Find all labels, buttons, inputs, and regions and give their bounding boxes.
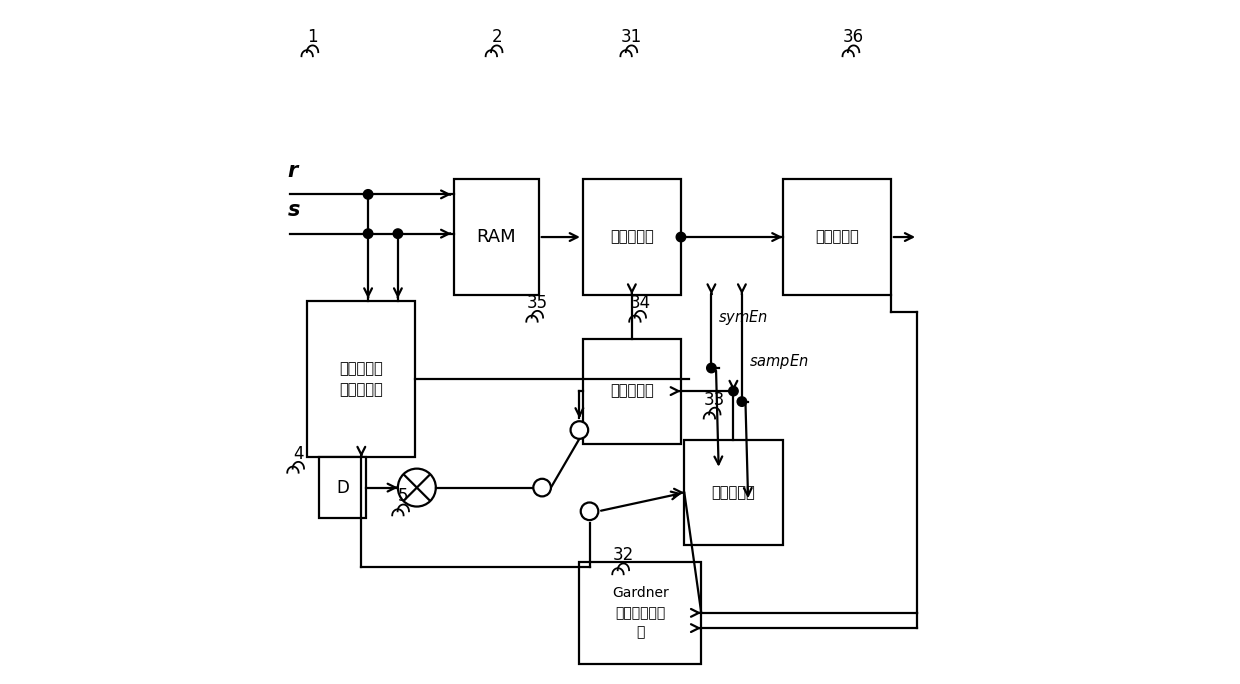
Bar	[782, 179, 890, 295]
Text: 1: 1	[308, 28, 317, 47]
Text: 2: 2	[491, 28, 502, 47]
Text: 5: 5	[398, 488, 408, 505]
Text: $\mathit{sampEn}$: $\mathit{sampEn}$	[749, 352, 808, 371]
Circle shape	[570, 421, 588, 439]
Bar	[583, 179, 681, 295]
Text: 内插滤波器: 内插滤波器	[610, 230, 653, 245]
Text: 4: 4	[293, 445, 304, 463]
Text: 36: 36	[843, 28, 864, 47]
Text: D: D	[336, 479, 348, 497]
Bar	[308, 302, 415, 457]
Circle shape	[363, 189, 373, 199]
Text: $\boldsymbol{s}$: $\boldsymbol{s}$	[286, 200, 300, 220]
Circle shape	[580, 503, 599, 520]
Bar	[579, 562, 702, 663]
Bar	[684, 440, 782, 545]
Circle shape	[707, 363, 717, 373]
Text: 31: 31	[621, 28, 642, 47]
Text: 35: 35	[527, 293, 548, 312]
Circle shape	[363, 229, 373, 239]
Circle shape	[676, 233, 686, 241]
Text: 数控振荡器: 数控振荡器	[610, 384, 653, 399]
Bar	[454, 179, 538, 295]
Text: 环路滤波器: 环路滤波器	[712, 485, 755, 500]
Text: 匹配滤波器: 匹配滤波器	[815, 230, 858, 245]
Text: 34: 34	[630, 293, 651, 312]
Text: 32: 32	[613, 547, 634, 564]
Text: 平方环定时
误差检测器: 平方环定时 误差检测器	[340, 361, 383, 397]
Bar	[583, 339, 681, 444]
Text: 33: 33	[704, 391, 725, 408]
Circle shape	[533, 479, 551, 497]
Circle shape	[729, 386, 738, 396]
Bar	[319, 457, 366, 518]
Text: Gardner
定时误差检测
器: Gardner 定时误差检测 器	[611, 586, 668, 640]
Text: $\boldsymbol{r}$: $\boldsymbol{r}$	[286, 161, 300, 181]
Text: $\mathit{symEn}$: $\mathit{symEn}$	[718, 308, 769, 327]
Circle shape	[398, 469, 435, 507]
Circle shape	[737, 397, 746, 406]
Circle shape	[393, 229, 403, 239]
Text: RAM: RAM	[476, 228, 516, 246]
